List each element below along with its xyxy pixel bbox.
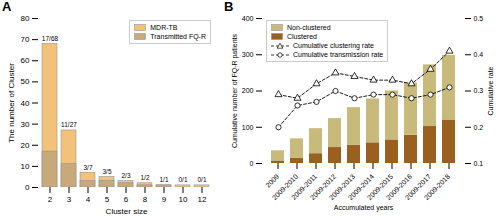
- svg-text:1/1: 1/1: [159, 176, 168, 183]
- svg-text:0/1: 0/1: [197, 176, 206, 183]
- svg-text:2009-2018: 2009-2018: [423, 173, 452, 202]
- svg-text:17/68: 17/68: [42, 35, 59, 42]
- svg-text:40: 40: [21, 99, 30, 108]
- html-text:MDR-TB: MDR-TB: [150, 24, 178, 31]
- svg-text:0/1: 0/1: [178, 176, 187, 183]
- svg-text:2009-2012: 2009-2012: [308, 172, 338, 202]
- svg-text:60: 60: [21, 56, 30, 65]
- svg-text:2009-2014: 2009-2014: [346, 172, 376, 202]
- svg-text:2009-2010: 2009-2010: [270, 172, 300, 202]
- svg-text:100: 100: [242, 123, 254, 130]
- svg-text:0.5: 0.5: [474, 15, 484, 22]
- svg-text:0.3: 0.3: [474, 87, 484, 94]
- svg-text:2009-2017: 2009-2017: [403, 172, 433, 202]
- html-text:A: A: [2, 0, 12, 14]
- svg-text:Cluster size: Cluster size: [106, 207, 148, 216]
- svg-text:Cumulative rate: Cumulative rate: [487, 66, 494, 115]
- svg-text:2/3: 2/3: [121, 172, 130, 179]
- svg-text:0.4: 0.4: [474, 51, 484, 58]
- svg-text:10: 10: [21, 162, 30, 171]
- html-text:Non-clustered: Non-clustered: [287, 24, 331, 31]
- svg-text:2009-2015: 2009-2015: [365, 172, 395, 202]
- svg-text:2009-2011: 2009-2011: [290, 172, 319, 201]
- svg-text:20: 20: [21, 141, 30, 150]
- svg-text:3: 3: [67, 195, 72, 204]
- svg-text:10: 10: [179, 195, 188, 204]
- svg-text:50: 50: [21, 77, 30, 86]
- svg-text:70: 70: [21, 35, 30, 44]
- svg-text:30: 30: [21, 120, 30, 129]
- svg-text:3/7: 3/7: [83, 164, 92, 171]
- svg-text:4: 4: [86, 195, 91, 204]
- html-text:Cumulative transmission rate: Cumulative transmission rate: [293, 51, 384, 58]
- svg-text:80: 80: [21, 14, 30, 23]
- svg-text:5: 5: [105, 195, 110, 204]
- svg-text:6: 6: [124, 195, 129, 204]
- svg-text:11/27: 11/27: [61, 121, 77, 128]
- html-text:Cumulative clustering rate: Cumulative clustering rate: [293, 42, 374, 49]
- svg-text:300: 300: [242, 51, 254, 58]
- svg-text:1/2: 1/2: [140, 174, 149, 181]
- svg-text:9: 9: [162, 195, 167, 204]
- svg-text:2: 2: [48, 195, 53, 204]
- svg-text:Accumulated years: Accumulated years: [334, 204, 394, 212]
- html-text:B: B: [224, 0, 234, 14]
- html-text:Clustered: Clustered: [287, 33, 317, 40]
- html-text:Transmitted FQ-R: Transmitted FQ-R: [150, 33, 206, 40]
- svg-text:2009-2016: 2009-2016: [384, 172, 414, 202]
- svg-text:400: 400: [242, 15, 254, 22]
- svg-text:0.2: 0.2: [474, 123, 484, 130]
- svg-text:Cumulative number of FQ-R pati: Cumulative number of FQ-R patients: [231, 34, 239, 148]
- svg-text:The number of Cluster: The number of Cluster: [7, 63, 16, 143]
- svg-text:0: 0: [25, 183, 30, 192]
- svg-text:0.1: 0.1: [474, 160, 484, 167]
- svg-text:200: 200: [242, 87, 254, 94]
- svg-text:12: 12: [198, 195, 207, 204]
- svg-text:0: 0: [250, 160, 254, 167]
- svg-text:3/5: 3/5: [102, 168, 111, 175]
- svg-text:8: 8: [143, 195, 148, 204]
- svg-text:2009: 2009: [264, 173, 280, 189]
- svg-text:2009-2013: 2009-2013: [327, 172, 357, 202]
